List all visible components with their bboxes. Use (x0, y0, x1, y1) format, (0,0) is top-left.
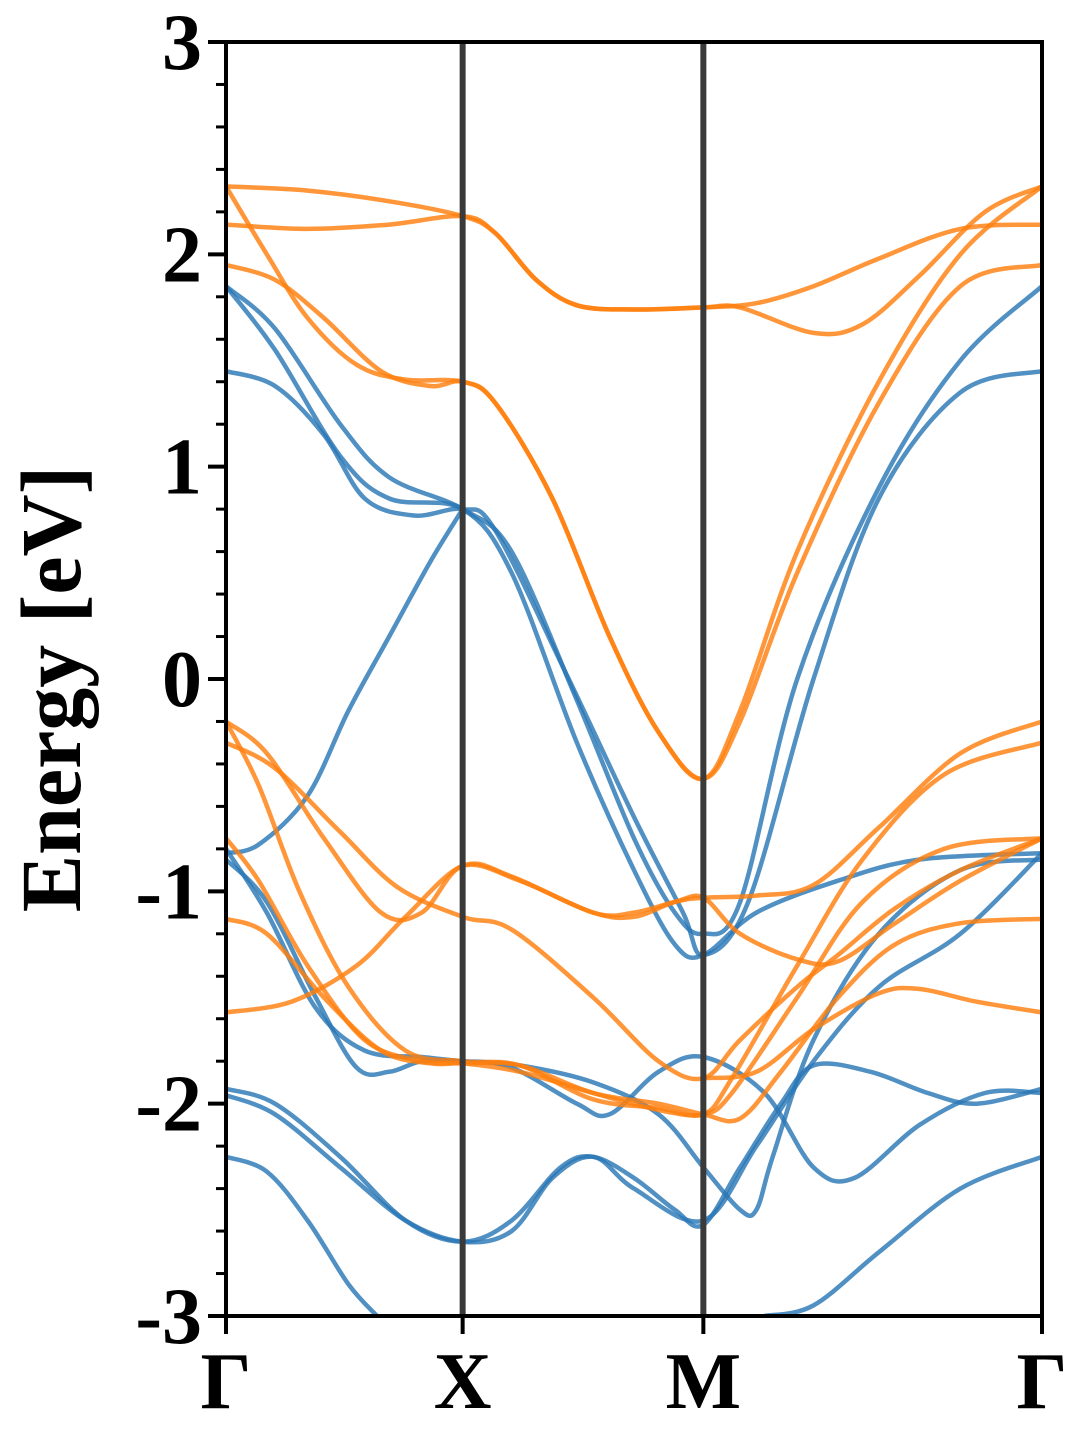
blue-band (226, 506, 465, 856)
x-tick-label: Γ (1017, 1338, 1068, 1426)
blue-band (226, 283, 1042, 960)
blue-band (226, 1061, 1042, 1244)
orange-band (226, 740, 1042, 1082)
y-major-ticks (208, 40, 1044, 1334)
orange-band (226, 262, 1042, 782)
orange-band (226, 184, 1042, 782)
x-tick-label: Γ (201, 1338, 252, 1426)
y-axis-label: Energy [eV] (3, 466, 99, 913)
blue-band (226, 368, 1042, 958)
x-tick-label: X (434, 1338, 492, 1426)
blue-band (226, 857, 1042, 1184)
orange-band (226, 719, 1042, 1118)
x-tick-label: M (666, 1338, 742, 1426)
blue-band (226, 283, 1042, 937)
y-tick-label: 1 (162, 424, 202, 512)
y-tick-label: -1 (135, 848, 202, 936)
orange-band (226, 836, 1042, 1015)
y-tick-label: 2 (162, 211, 202, 299)
blue-band (226, 846, 1042, 1219)
blue-band (762, 1154, 1042, 1316)
orange-band (226, 213, 1042, 312)
y-tick-labels: -3 -2 -1 0 1 2 3 (135, 0, 202, 1361)
band-lines (226, 184, 1042, 1316)
orange-band (226, 836, 1042, 1118)
y-tick-label: 3 (162, 0, 202, 87)
blue-band (226, 850, 1042, 1245)
orange-band (701, 985, 1042, 1081)
kpoint-separators (459, 42, 707, 1316)
y-tick-label: -2 (135, 1061, 202, 1149)
orange-band (226, 916, 1042, 1124)
y-tick-label: 0 (162, 636, 202, 724)
blue-band (226, 1154, 380, 1316)
y-tick-label: -3 (135, 1273, 202, 1361)
